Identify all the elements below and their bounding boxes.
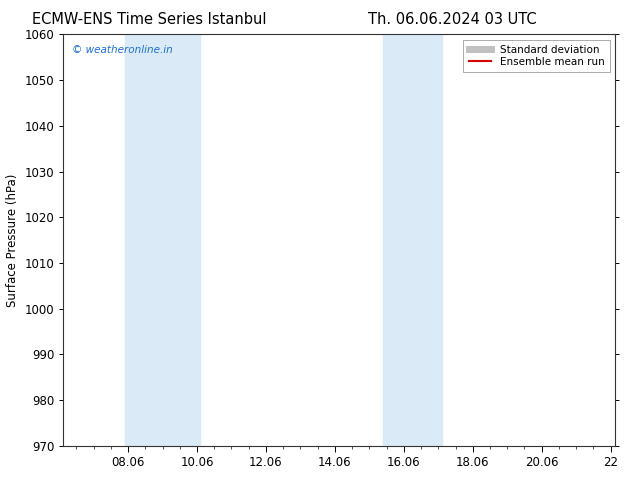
Text: © weatheronline.in: © weatheronline.in xyxy=(72,45,172,54)
Bar xyxy=(125,34,200,446)
Legend: Standard deviation, Ensemble mean run: Standard deviation, Ensemble mean run xyxy=(463,40,610,72)
Bar xyxy=(383,34,442,446)
Text: ECMW-ENS Time Series Istanbul: ECMW-ENS Time Series Istanbul xyxy=(32,12,266,27)
Y-axis label: Surface Pressure (hPa): Surface Pressure (hPa) xyxy=(6,173,19,307)
Text: Th. 06.06.2024 03 UTC: Th. 06.06.2024 03 UTC xyxy=(368,12,536,27)
